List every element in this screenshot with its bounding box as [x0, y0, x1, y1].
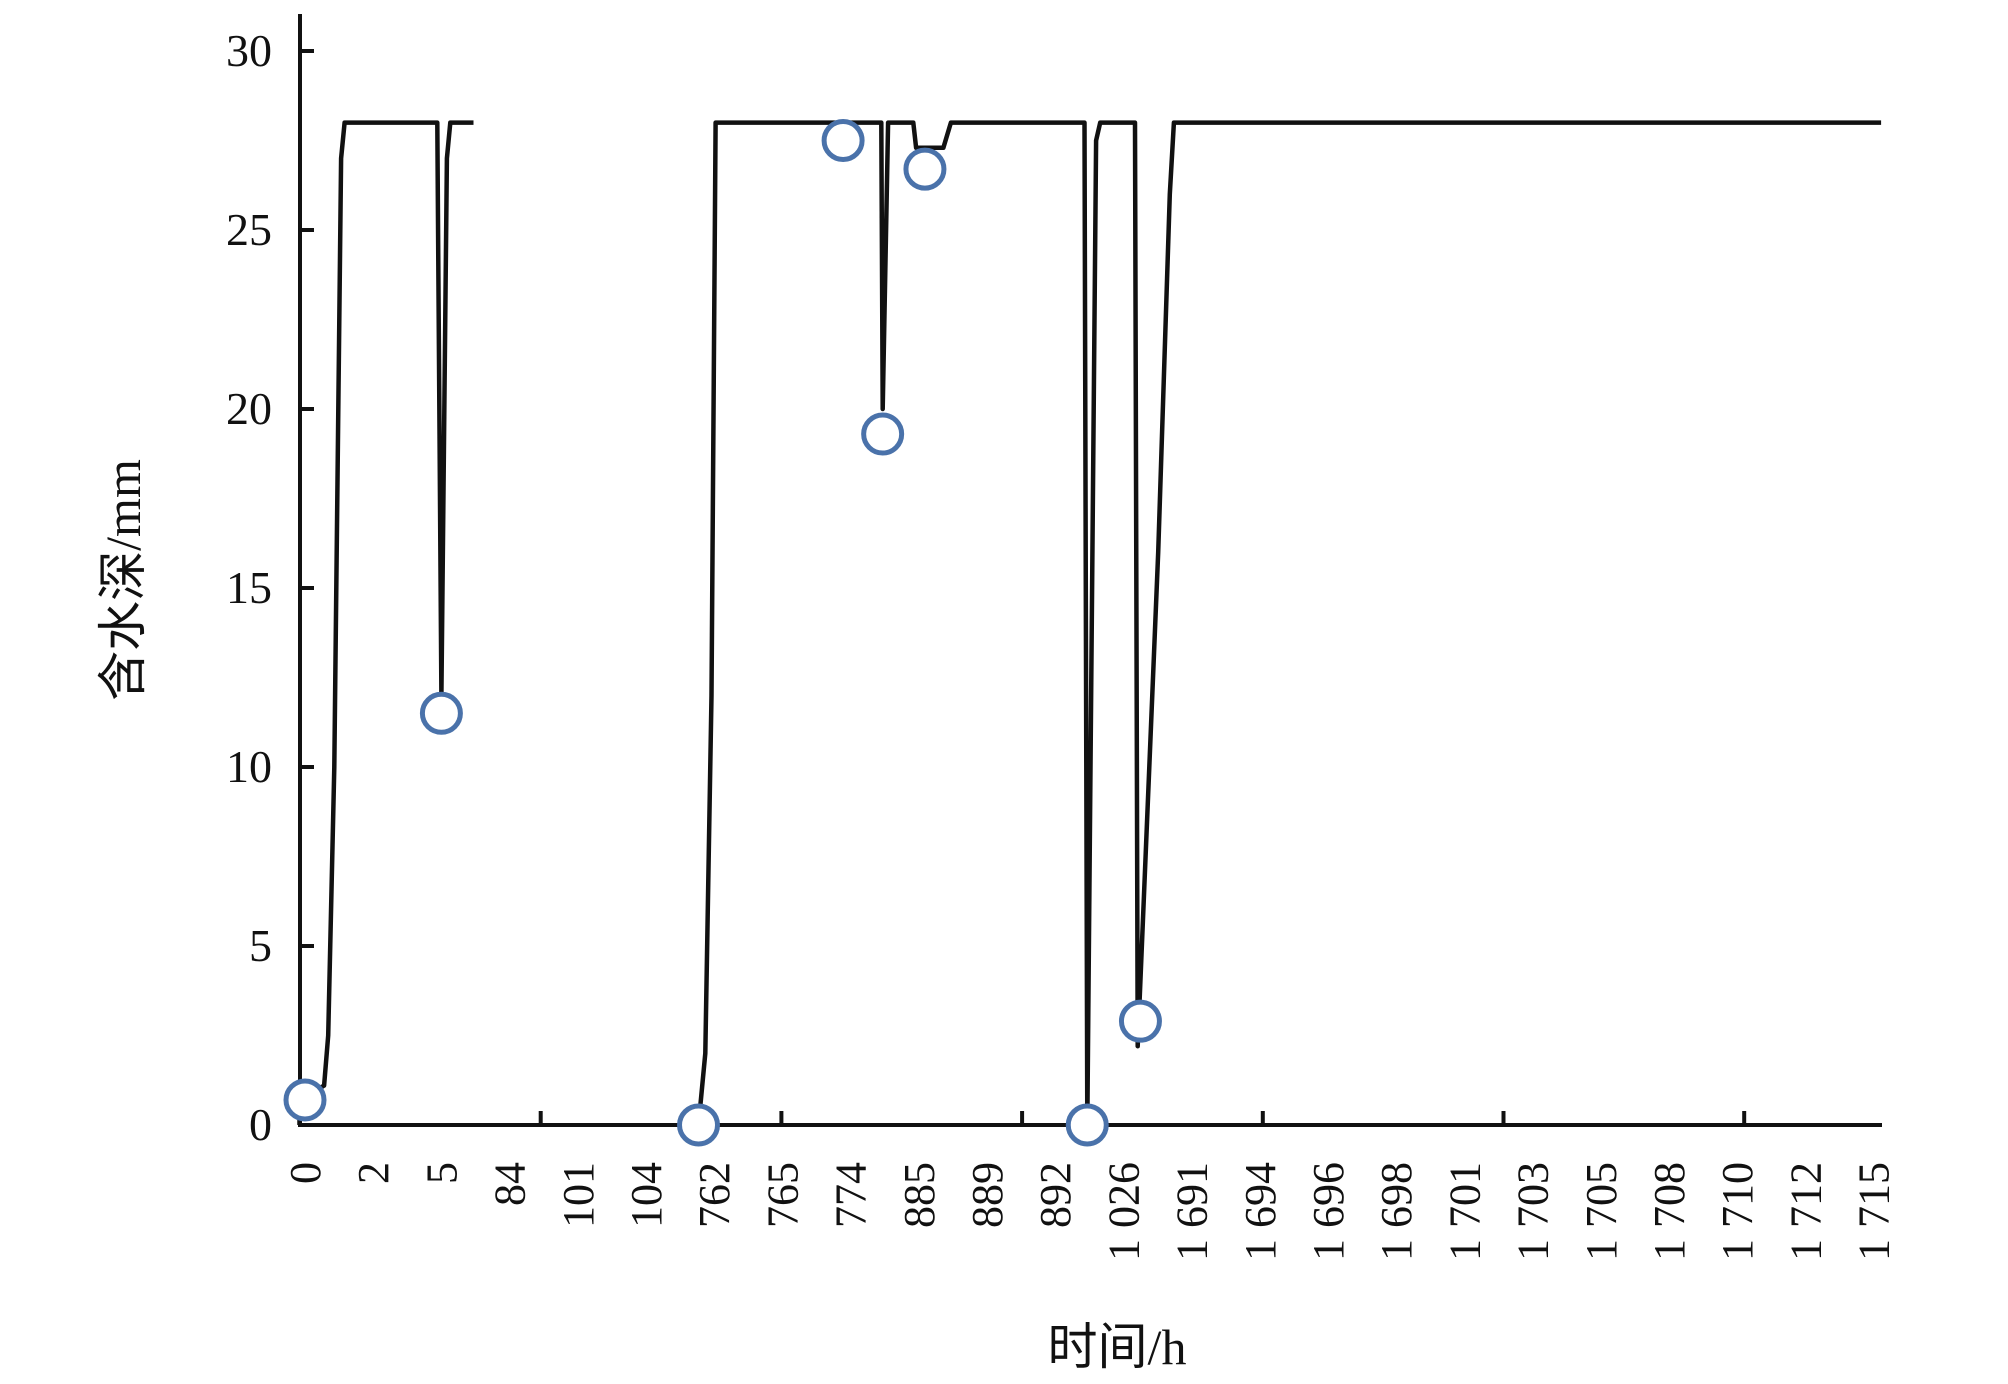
x-tick-label: 1 701 [1440, 1162, 1489, 1261]
x-tick-label: 1 705 [1577, 1162, 1626, 1261]
x-tick-label: 1 694 [1236, 1162, 1285, 1261]
x-tick-label: 5 [417, 1162, 466, 1184]
x-tick-label: 1 710 [1713, 1162, 1762, 1261]
x-tick-label: 774 [827, 1162, 876, 1228]
data-point-marker [1065, 1103, 1109, 1147]
x-tick-label: 1 696 [1304, 1162, 1353, 1261]
x-tick-label: 1 715 [1850, 1162, 1899, 1261]
x-tick-label: 1 026 [1099, 1162, 1148, 1261]
y-tick-label: 25 [226, 204, 272, 255]
y-axis-title: 含水深/mm [95, 459, 151, 701]
x-tick-label: 104 [622, 1162, 671, 1228]
y-tick-label: 0 [249, 1099, 272, 1150]
x-tick-label: 889 [963, 1162, 1012, 1228]
x-tick-label: 1 708 [1645, 1162, 1694, 1261]
x-axis-title: 时间/h [1048, 1319, 1187, 1375]
x-tick-label: 2 [349, 1162, 398, 1184]
series-line [696, 120, 1882, 1128]
x-tick-label: 885 [895, 1162, 944, 1228]
x-tick-label: 0 [281, 1162, 330, 1184]
x-tick-label: 101 [554, 1162, 603, 1228]
data-point-marker [419, 691, 463, 735]
x-tick-label: 762 [690, 1162, 739, 1228]
x-tick-label: 765 [758, 1162, 807, 1228]
data-point-marker [821, 119, 865, 162]
x-tick-label: 1 712 [1781, 1162, 1830, 1261]
data-point-marker [903, 147, 947, 191]
data-point-marker [677, 1103, 721, 1147]
data-point-marker [1118, 999, 1162, 1043]
data-point-marker [283, 1078, 327, 1122]
x-tick-label: 1 698 [1372, 1162, 1421, 1261]
y-tick-label: 20 [226, 383, 272, 434]
y-tick-label: 30 [226, 25, 272, 76]
series-line [297, 120, 474, 1125]
data-point-marker [861, 412, 905, 456]
x-tick-label: 1 703 [1509, 1162, 1558, 1261]
x-tick-label: 1 691 [1168, 1162, 1217, 1261]
y-tick-label: 5 [249, 920, 272, 971]
y-tick-label: 15 [226, 562, 272, 613]
x-tick-label: 892 [1031, 1162, 1080, 1228]
x-tick-label: 84 [486, 1162, 535, 1206]
y-tick-label: 10 [226, 741, 272, 792]
